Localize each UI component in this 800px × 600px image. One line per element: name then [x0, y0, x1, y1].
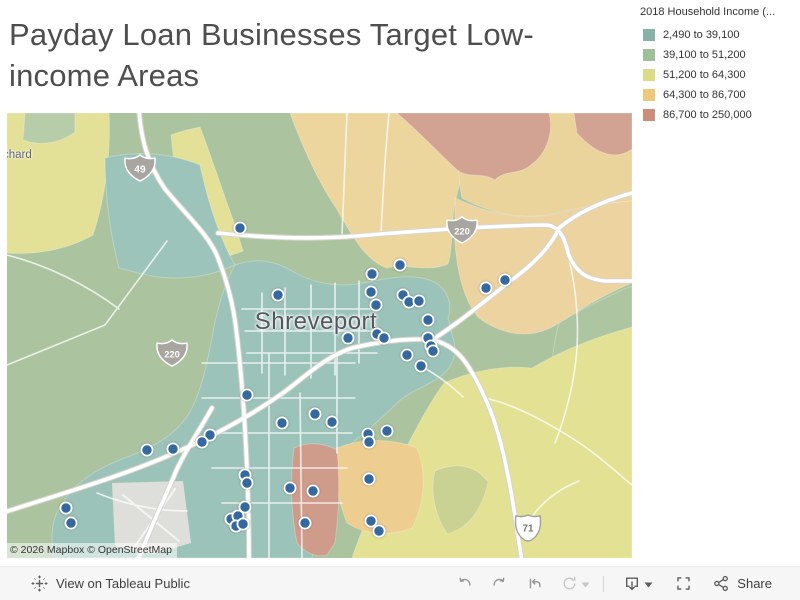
svg-text:220: 220 [164, 350, 180, 360]
interstate-49-shield: 49 [124, 154, 156, 182]
payday-loan-dot[interactable] [364, 285, 378, 299]
legend-title: 2018 Household Income (... [640, 6, 776, 18]
income-legend: 2018 Household Income (... 2,490 to 39,1… [640, 6, 798, 125]
legend-swatch [643, 49, 655, 61]
choropleth-map[interactable]: 49 220 220 71 Shreveport chard © 2026 Ma… [7, 113, 632, 558]
payday-loan-dot[interactable] [380, 424, 394, 438]
caret-down-icon [581, 582, 590, 587]
payday-loan-dot[interactable] [275, 416, 289, 430]
payday-loan-dot[interactable] [426, 344, 440, 358]
fullscreen-icon [677, 577, 691, 590]
payday-loan-dot[interactable] [369, 298, 383, 312]
page-title-line1: Payday Loan Businesses Target Low- [9, 17, 534, 52]
payday-loan-dot[interactable] [306, 484, 320, 498]
share-icon [714, 575, 729, 592]
legend-item[interactable]: 51,200 to 64,300 [640, 65, 798, 85]
payday-loan-dot[interactable] [479, 281, 493, 295]
interstate-220-shield-west: 220 [156, 339, 188, 367]
svg-text:220: 220 [454, 227, 470, 237]
view-on-tableau-public-link[interactable]: View on Tableau Public [31, 575, 190, 592]
payday-loan-dot[interactable] [203, 428, 217, 442]
edge-place-label: chard [7, 149, 32, 161]
payday-loan-dot[interactable] [498, 273, 512, 287]
payday-loan-dot[interactable] [365, 267, 379, 281]
toolbar-actions: Share [447, 575, 772, 593]
payday-loan-dot[interactable] [400, 348, 414, 362]
map-attribution[interactable]: © 2026 Mapbox © OpenStreetMap [7, 543, 177, 558]
page-title-line2: income Areas [9, 58, 200, 93]
payday-loan-dot[interactable] [240, 476, 254, 490]
payday-loan-dot[interactable] [393, 258, 407, 272]
payday-loan-dot[interactable] [140, 443, 154, 457]
download-button[interactable] [614, 575, 644, 592]
us-71-shield: 71 [514, 514, 542, 542]
payday-loan-dots-layer [59, 221, 512, 538]
legend-label: 39,100 to 51,200 [663, 49, 746, 61]
caret-down-icon [644, 582, 653, 587]
legend-swatch [643, 109, 655, 121]
payday-loan-dot[interactable] [414, 359, 428, 373]
payday-loan-dot[interactable] [240, 388, 254, 402]
payday-loan-dot[interactable] [233, 221, 247, 235]
legend-swatch [643, 29, 655, 41]
tableau-toolbar: View on Tableau Public [0, 566, 800, 600]
undo-icon [459, 577, 471, 586]
interstate-220-shield-north: 220 [446, 216, 478, 244]
refresh-icon [563, 576, 576, 590]
legend-item[interactable]: 2,490 to 39,100 [640, 25, 798, 45]
legend-label: 51,200 to 64,300 [663, 69, 746, 81]
refresh-menu-caret[interactable] [581, 575, 593, 593]
undo-button[interactable] [447, 575, 482, 592]
payday-loan-dot[interactable] [298, 516, 312, 530]
revert-button[interactable] [517, 575, 552, 592]
city-label-shreveport: Shreveport [254, 308, 378, 335]
share-label: Share [737, 576, 772, 591]
svg-text:71: 71 [523, 524, 534, 535]
refresh-button[interactable] [552, 575, 581, 592]
payday-loan-dot[interactable] [372, 524, 386, 538]
fullscreen-button[interactable] [666, 575, 701, 592]
payday-loan-dot[interactable] [166, 442, 180, 456]
payday-loan-dot[interactable] [325, 415, 339, 429]
payday-loan-dot[interactable] [59, 501, 73, 515]
payday-loan-dot[interactable] [377, 331, 391, 345]
payday-loan-dot[interactable] [238, 500, 252, 514]
payday-loan-dot[interactable] [421, 313, 435, 327]
redo-button[interactable] [482, 575, 517, 592]
legend-swatch [643, 89, 655, 101]
legend-label: 86,700 to 250,000 [663, 109, 752, 121]
download-icon [626, 577, 639, 591]
revert-icon [530, 578, 541, 589]
payday-loan-dot[interactable] [364, 514, 378, 528]
payday-loan-dot[interactable] [195, 435, 209, 449]
income-regions [7, 113, 632, 558]
legend-label: 2,490 to 39,100 [663, 29, 740, 41]
payday-loan-dot[interactable] [271, 288, 285, 302]
legend-label: 64,300 to 86,700 [663, 89, 746, 101]
payday-loan-dot[interactable] [362, 435, 376, 449]
page-title: Payday Loan Businesses Target Low- incom… [9, 14, 634, 96]
road-network [7, 113, 632, 558]
map-base [7, 113, 632, 558]
svg-text:49: 49 [134, 165, 146, 176]
legend-swatch [643, 69, 655, 81]
payday-loan-dot[interactable] [283, 481, 297, 495]
view-on-tableau-public-label: View on Tableau Public [56, 576, 190, 591]
redo-icon [493, 577, 505, 586]
payday-loan-dot[interactable] [64, 516, 78, 530]
tableau-logo-icon [31, 575, 48, 592]
share-button[interactable]: Share [713, 575, 772, 592]
payday-loan-dot[interactable] [236, 517, 250, 531]
payday-loan-dot[interactable] [341, 331, 355, 345]
legend-item[interactable]: 64,300 to 86,700 [640, 85, 798, 105]
payday-loan-dot[interactable] [412, 294, 426, 308]
download-menu-caret[interactable] [644, 575, 656, 593]
legend-item[interactable]: 86,700 to 250,000 [640, 105, 798, 125]
legend-items: 2,490 to 39,100 39,100 to 51,200 51,200 to… [640, 25, 798, 125]
toolbar-divider [603, 575, 605, 592]
payday-loan-dot[interactable] [362, 472, 376, 486]
legend-item[interactable]: 39,100 to 51,200 [640, 45, 798, 65]
payday-loan-dot[interactable] [308, 407, 322, 421]
